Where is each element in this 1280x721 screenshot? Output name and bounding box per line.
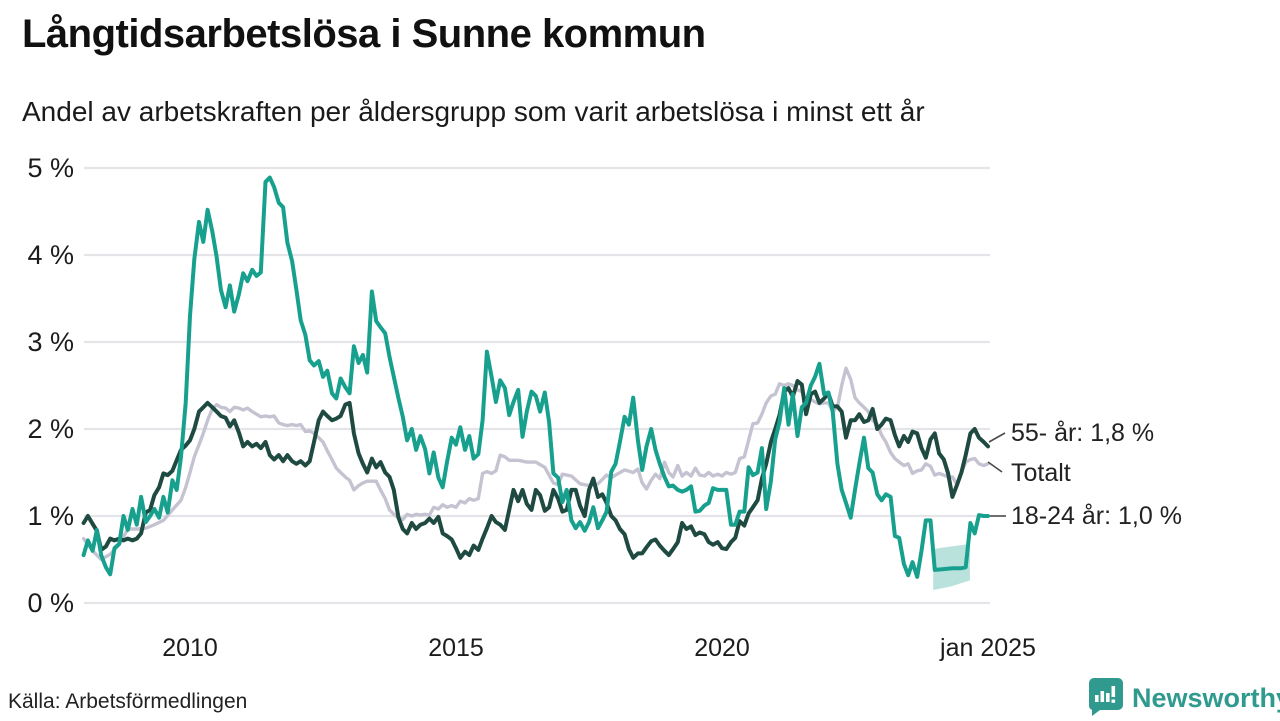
y-axis-tick-label: 5 %	[27, 153, 74, 183]
end-label-connector	[988, 432, 1006, 443]
end-label-connector	[987, 461, 1003, 473]
newsworthy-wordmark: Newsworthy	[1132, 683, 1280, 713]
end-label-18-24: 18-24 år: 1,0 %	[1011, 502, 1182, 530]
y-axis-tick-label: 3 %	[27, 327, 74, 357]
x-axis-tick-label: 2020	[694, 634, 750, 662]
newsworthy-brand: Newsworthy	[1086, 676, 1280, 721]
end-label-totalt: Totalt	[1011, 459, 1071, 487]
y-axis-tick-label: 2 %	[27, 414, 74, 444]
y-axis-tick-label: 0 %	[27, 588, 74, 618]
series-line-Totalt	[81, 366, 990, 562]
series-line-18-24 år	[81, 175, 990, 579]
x-axis-tick-label: 2015	[428, 634, 484, 662]
chart-subtitle: Andel av arbetskraften per åldersgrupp s…	[22, 96, 925, 127]
y-axis-tick-label: 1 %	[27, 501, 74, 531]
source-note: Källa: Arbetsförmedlingen	[8, 690, 248, 713]
series-line-55- år	[81, 379, 990, 560]
x-axis-tick-label: 2010	[162, 634, 218, 662]
end-label-55: 55- år: 1,8 %	[1011, 419, 1155, 447]
page-title: Långtidsarbetslösa i Sunne kommun	[22, 12, 706, 56]
y-axis-tick-label: 4 %	[27, 240, 74, 270]
x-axis-tick-label: jan 2025	[939, 634, 1036, 662]
newsworthy-logo-icon	[1086, 676, 1124, 721]
